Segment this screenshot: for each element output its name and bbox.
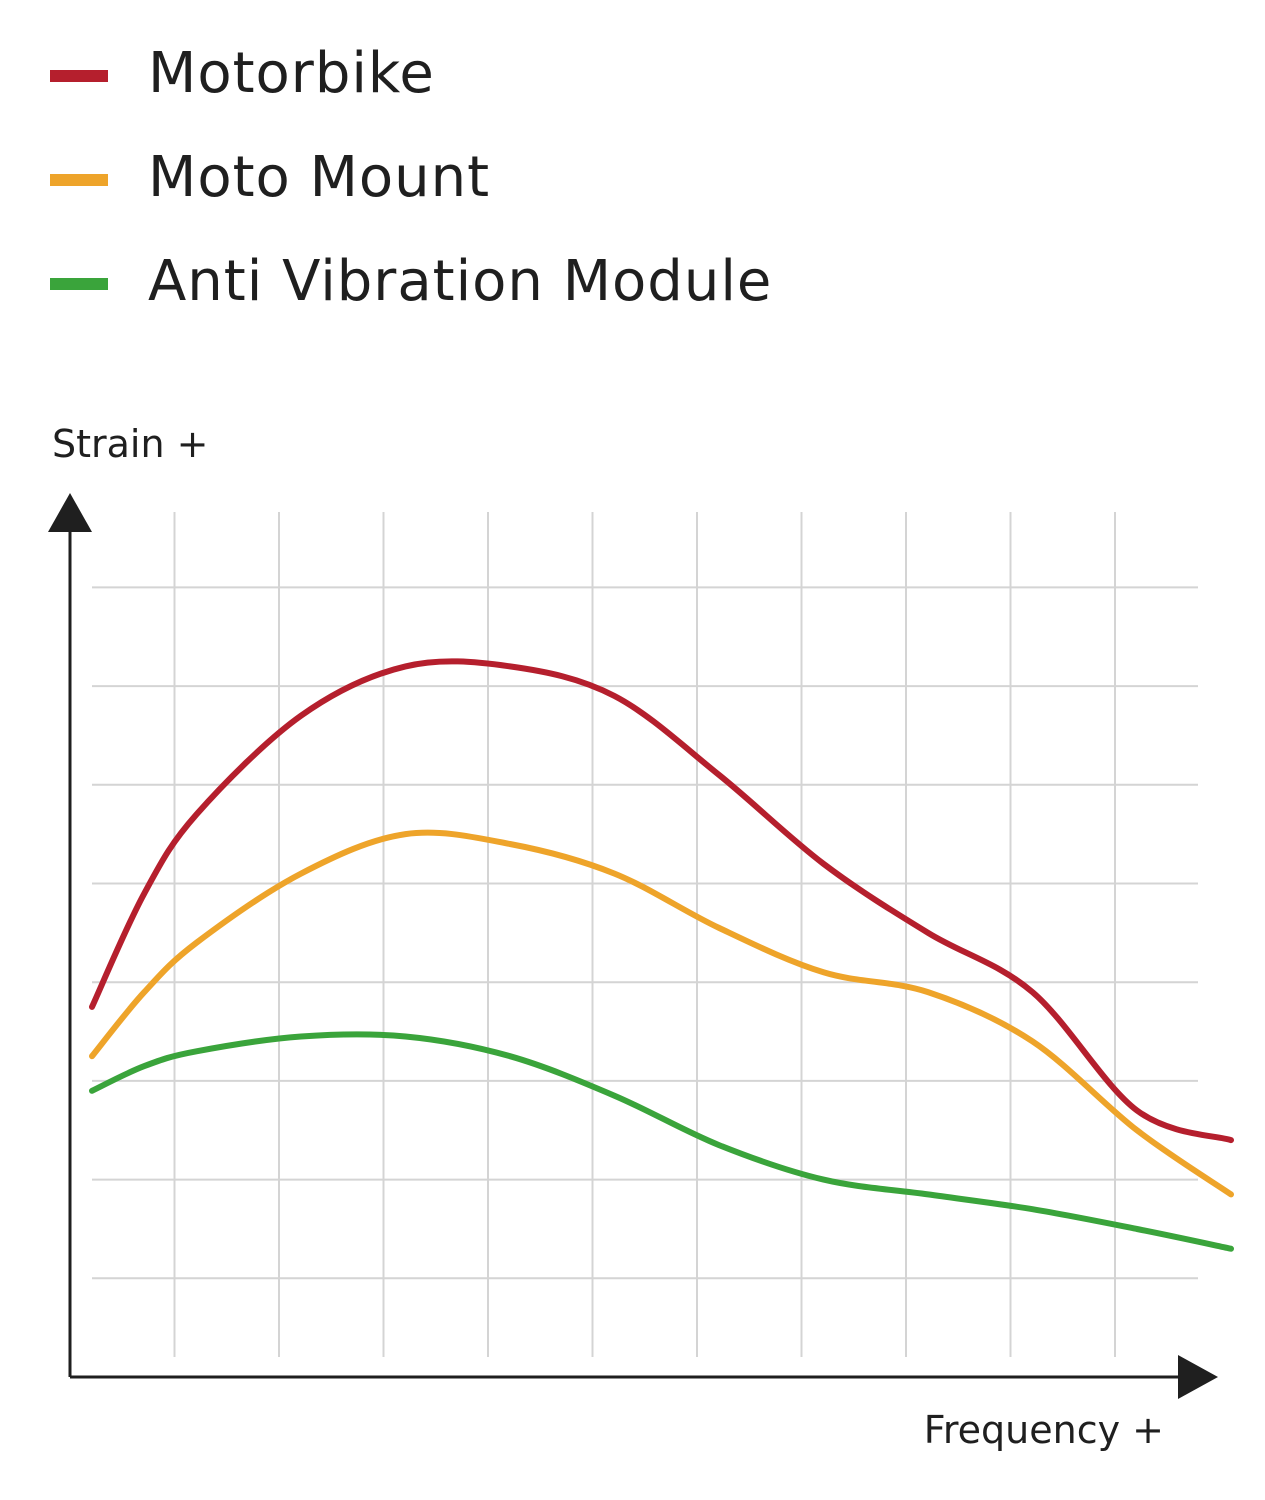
series-line-moto-mount xyxy=(89,829,1234,1198)
y-axis-arrow xyxy=(48,493,92,532)
chart-grid xyxy=(92,512,1198,1357)
series-line-motorbike xyxy=(89,658,1234,1144)
series-line-anti-vibration-module xyxy=(89,1031,1234,1252)
legend-label-motorbike: Motorbike xyxy=(148,41,435,106)
x-axis-title: Frequency + xyxy=(924,1408,1164,1452)
y-axis-title: Strain + xyxy=(52,422,209,466)
legend-label-moto-mount: Moto Mount xyxy=(148,145,491,210)
x-axis-arrow xyxy=(1178,1355,1218,1399)
chart-axes xyxy=(48,493,1218,1399)
series-lines xyxy=(89,658,1234,1252)
legend-label-anti-vibration-module: Anti Vibration Module xyxy=(148,249,773,314)
legend-swatch-motorbike xyxy=(50,70,108,82)
legend-swatch-anti-vibration-module xyxy=(50,278,108,290)
legend-swatch-moto-mount xyxy=(50,174,108,186)
